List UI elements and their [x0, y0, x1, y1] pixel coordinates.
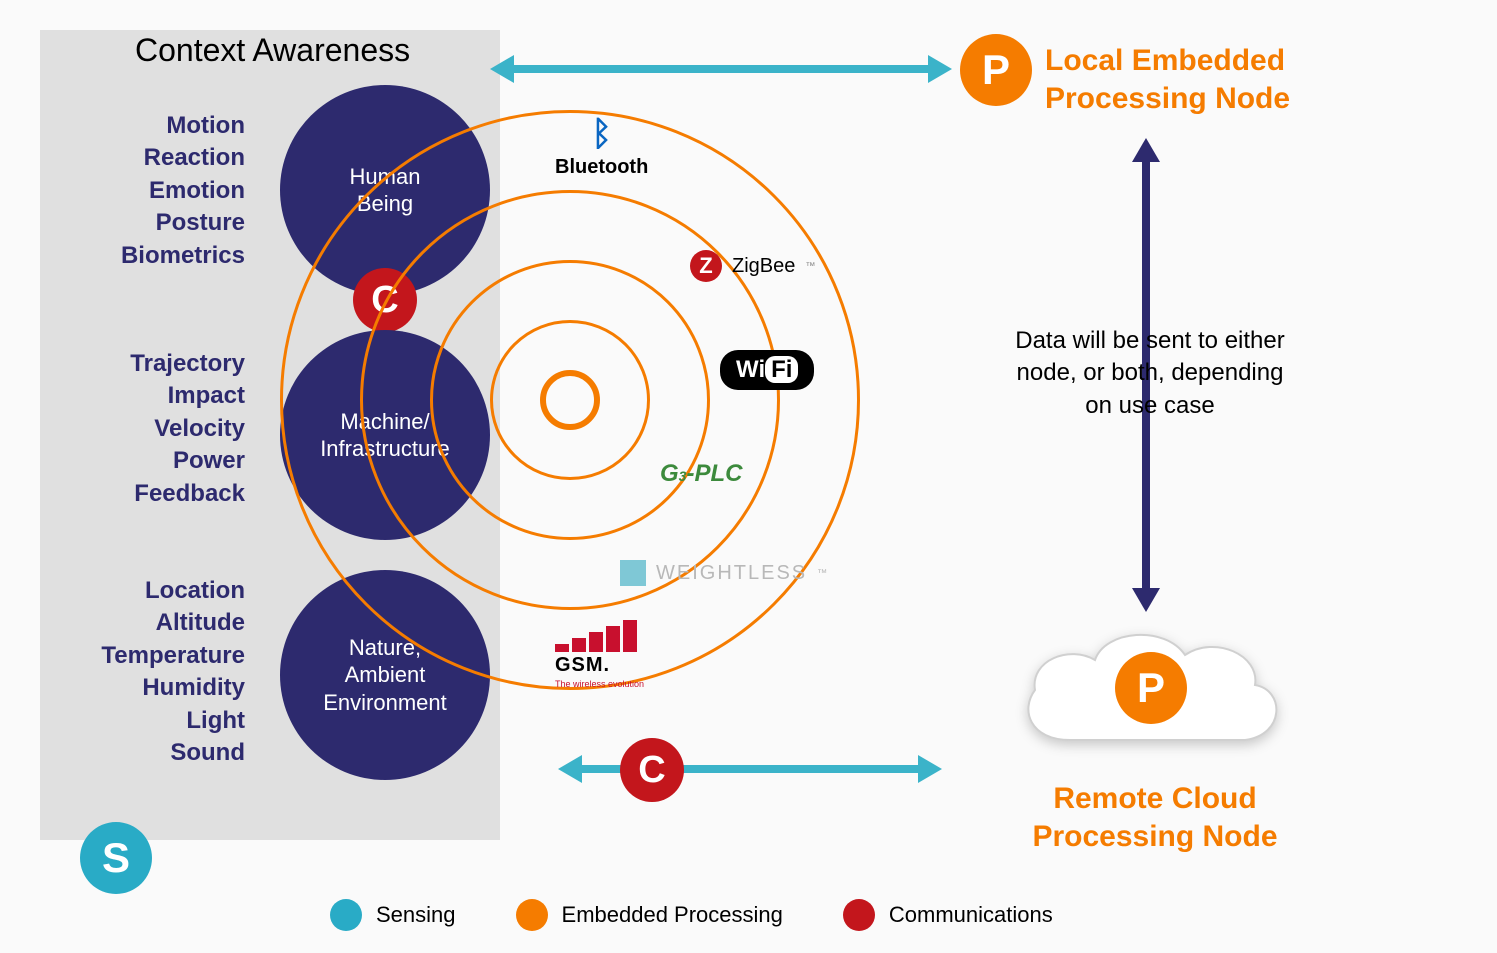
attr: Temperature	[40, 640, 245, 672]
attr: Power	[40, 445, 245, 477]
attr: Light	[40, 705, 245, 737]
tech-text: G3-PLC	[660, 460, 742, 488]
legend-item-embedded: Embedded Processing	[516, 899, 783, 931]
panel-title: Context Awareness	[135, 32, 410, 69]
badge-label: C	[638, 749, 665, 792]
legend: Sensing Embedded Processing Communicatio…	[330, 899, 1053, 931]
attr: Trajectory	[40, 348, 245, 380]
attr: Posture	[40, 207, 245, 239]
ring	[280, 110, 860, 690]
tech-g3plc: G3-PLC	[660, 460, 742, 488]
badge-p-remote: P	[1115, 652, 1187, 724]
tech-text: ZigBee	[732, 255, 795, 278]
bluetooth-icon: ᛒ	[591, 115, 611, 154]
attr: Altitude	[40, 607, 245, 639]
gsm-text: GSM.	[555, 654, 610, 677]
attr: Impact	[40, 380, 245, 412]
arrow-head-right	[918, 755, 942, 783]
badge-p-local: P	[960, 34, 1032, 106]
legend-dot	[330, 899, 362, 931]
arrow-head-down	[1132, 588, 1160, 612]
legend-label: Communications	[889, 902, 1053, 928]
badge-label: P	[982, 46, 1010, 94]
attrs-nature: Location Altitude Temperature Humidity L…	[40, 575, 245, 769]
gsm-sub: The wireless evolution	[555, 679, 644, 689]
legend-label: Sensing	[376, 902, 456, 928]
zigbee-icon: Z	[690, 250, 722, 282]
tech-text: Bluetooth	[555, 156, 648, 179]
legend-dot	[843, 899, 875, 931]
attr: Emotion	[40, 175, 245, 207]
badge-label: S	[102, 834, 130, 882]
tech-text: WEIGHTLESS	[656, 562, 807, 585]
tm: ™	[817, 568, 827, 579]
tech-weightless: WEIGHTLESS ™	[620, 560, 827, 586]
legend-item-comms: Communications	[843, 899, 1053, 931]
wifi-icon: WiFi	[720, 350, 814, 390]
tech-gsm: GSM. The wireless evolution	[555, 620, 644, 689]
attr: Motion	[40, 110, 245, 142]
attr: Reaction	[40, 142, 245, 174]
attrs-machine: Trajectory Impact Velocity Power Feedbac…	[40, 348, 245, 510]
arrow-head-left	[490, 55, 514, 83]
gsm-icon	[555, 620, 637, 652]
badge-s: S	[80, 822, 152, 894]
badge-label: P	[1137, 664, 1165, 712]
attr: Feedback	[40, 478, 245, 510]
arrow-head-right	[928, 55, 952, 83]
tech-wifi: WiFi	[720, 350, 814, 390]
attr: Biometrics	[40, 240, 245, 272]
local-node-title: Local EmbeddedProcessing Node	[1045, 42, 1290, 117]
remote-node-title: Remote CloudProcessing Node	[1015, 780, 1295, 855]
arrow-head-up	[1132, 138, 1160, 162]
legend-dot	[516, 899, 548, 931]
tech-bluetooth: ᛒ Bluetooth	[555, 115, 648, 179]
arrow-head-left	[558, 755, 582, 783]
tm: ™	[805, 261, 815, 272]
attr: Velocity	[40, 413, 245, 445]
weightless-icon	[620, 560, 646, 586]
legend-item-sensing: Sensing	[330, 899, 456, 931]
attrs-human: Motion Reaction Emotion Posture Biometri…	[40, 110, 245, 272]
arrow-top	[510, 65, 930, 73]
tech-zigbee: Z ZigBee ™	[690, 250, 815, 282]
legend-label: Embedded Processing	[562, 902, 783, 928]
attr: Sound	[40, 737, 245, 769]
badge-c-bottom: C	[620, 738, 684, 802]
attr: Humidity	[40, 672, 245, 704]
attr: Location	[40, 575, 245, 607]
description: Data will be sent to eithernode, or both…	[970, 325, 1330, 422]
